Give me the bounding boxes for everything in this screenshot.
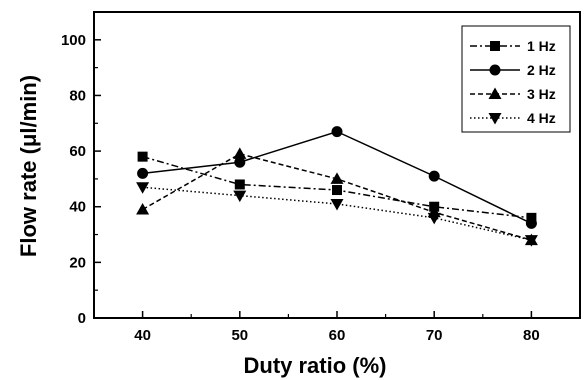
axis-ticks: 40 50 60 70 80 0 20 40 60 80 100 xyxy=(61,32,581,344)
legend-marker xyxy=(489,64,501,76)
y-tick-label: 20 xyxy=(69,254,86,271)
data-point xyxy=(427,212,441,225)
data-point xyxy=(234,156,246,168)
x-tick-label: 40 xyxy=(134,327,151,344)
legend-marker xyxy=(490,41,500,51)
legend-entry: 4 Hz xyxy=(470,110,556,126)
legend-box xyxy=(461,25,571,133)
x-tick-label: 60 xyxy=(329,327,346,344)
y-axis-title: Flow rate (μl/min) xyxy=(16,75,41,257)
data-point xyxy=(330,198,344,211)
series-line xyxy=(142,186,532,241)
series-4 xyxy=(136,182,538,247)
data-point xyxy=(137,167,149,179)
y-tick-label: 60 xyxy=(69,143,86,160)
x-axis-title: Duty ratio (%) xyxy=(244,353,387,378)
series-3 xyxy=(136,147,538,246)
data-point xyxy=(136,203,150,215)
series-layer xyxy=(136,126,538,247)
data-point xyxy=(331,126,343,138)
data-point xyxy=(332,185,342,196)
legend-marker xyxy=(488,113,502,125)
data-point xyxy=(233,147,247,159)
y-tick-label: 80 xyxy=(69,87,86,104)
legend-label: 4 Hz xyxy=(527,110,556,126)
x-tick-label: 70 xyxy=(426,327,443,344)
data-point xyxy=(525,217,537,229)
y-tick-label: 100 xyxy=(61,32,86,49)
x-tick-label: 50 xyxy=(231,327,248,344)
legend-marker xyxy=(488,87,502,99)
data-point xyxy=(524,235,538,247)
legend: 1 Hz 2 Hz 3 Hz 4 Hz xyxy=(461,25,571,133)
legend-label: 3 Hz xyxy=(527,86,556,102)
y-tick-label: 0 xyxy=(78,310,86,327)
data-point xyxy=(137,151,148,162)
data-point xyxy=(233,190,247,203)
data-point xyxy=(234,179,245,190)
series-2 xyxy=(137,126,537,229)
legend-entry: 2 Hz xyxy=(470,62,556,78)
series-1 xyxy=(137,151,537,223)
data-point xyxy=(526,212,537,223)
legend-entry: 3 Hz xyxy=(470,86,556,102)
legend-entry: 1 Hz xyxy=(470,38,556,54)
data-point xyxy=(428,170,440,182)
legend-label: 2 Hz xyxy=(527,62,556,78)
data-point xyxy=(330,172,344,184)
y-tick-label: 40 xyxy=(69,199,86,216)
x-tick-label: 80 xyxy=(523,327,540,344)
legend-label: 1 Hz xyxy=(527,38,556,54)
data-point xyxy=(136,182,150,194)
